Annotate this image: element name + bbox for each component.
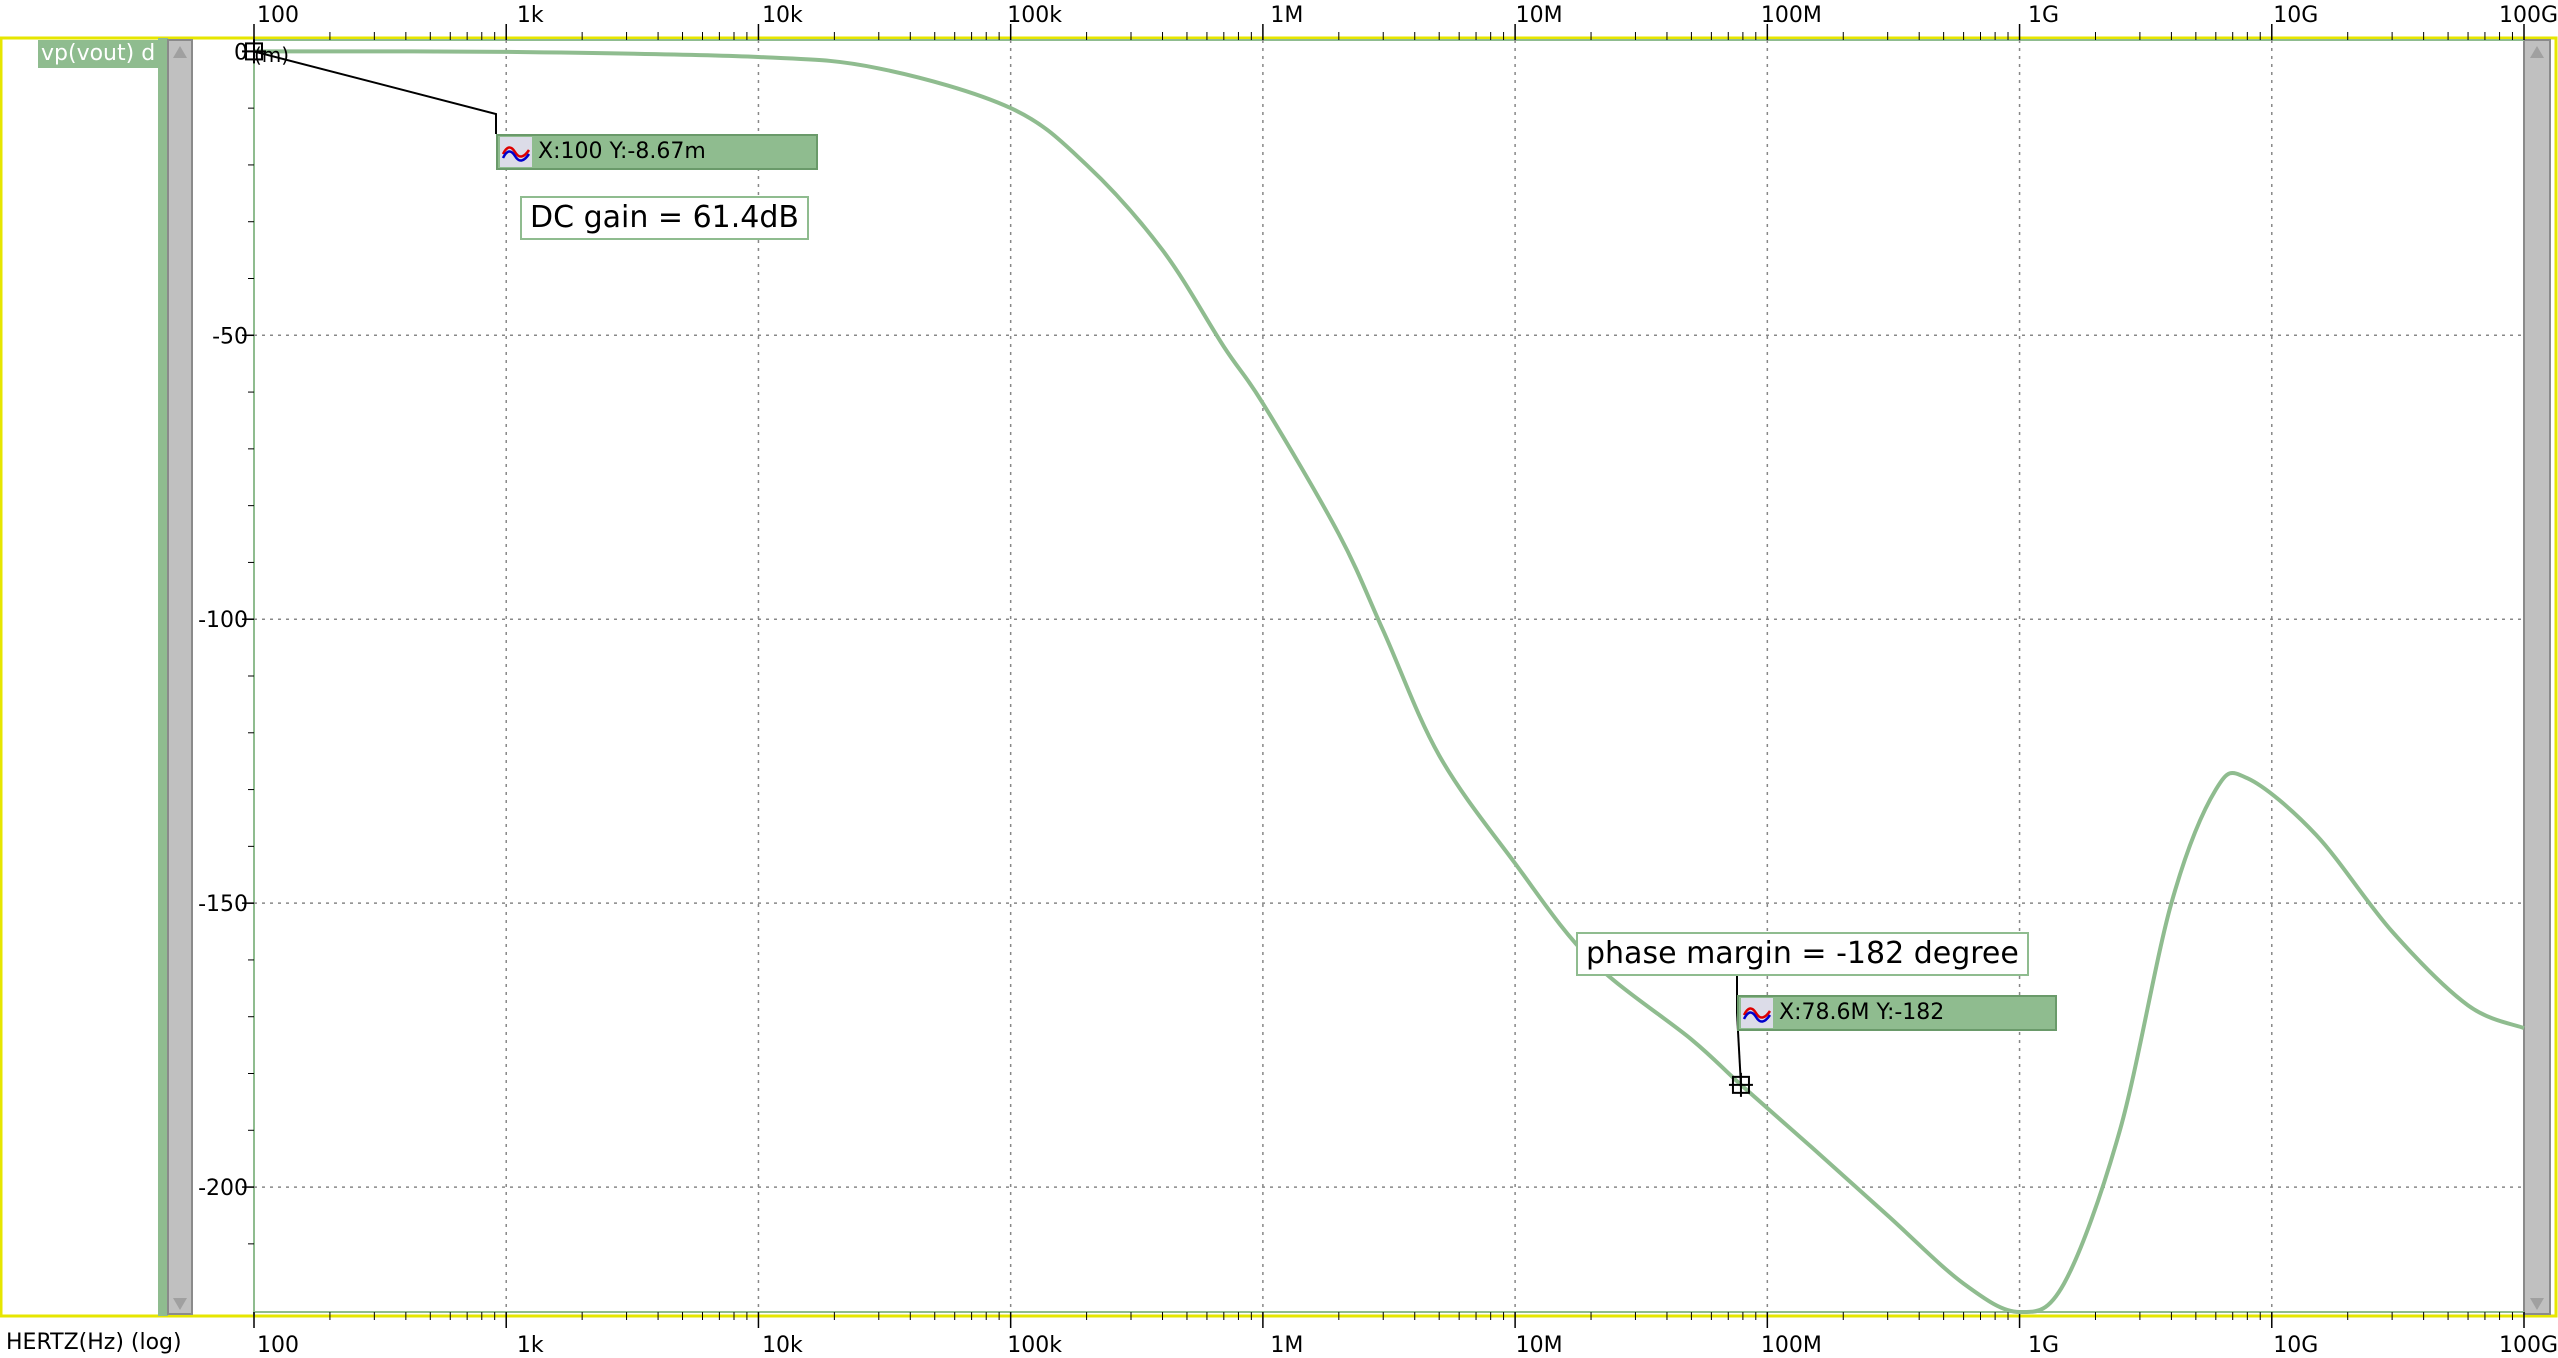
y-tick-label: -100 bbox=[198, 608, 248, 633]
unit-hint: (m) bbox=[254, 43, 289, 67]
x-tick-label-bottom: 100M bbox=[1761, 1333, 1822, 1358]
right-scrollbar[interactable] bbox=[2523, 39, 2551, 1315]
right-scroll-up-arrow[interactable] bbox=[2530, 46, 2544, 58]
x-tick-label-top: 10k bbox=[762, 3, 803, 28]
marker-leader-line bbox=[253, 50, 497, 134]
x-tick-label-bottom: 10M bbox=[1516, 1333, 1563, 1358]
x-tick-label-top: 100M bbox=[1761, 3, 1822, 28]
label-layer: 100 100 1k 1k 10k 10k 100k 100k 1M 1M 10M 10M 100M 10… bbox=[198, 3, 2558, 1358]
marker-readout-2-text: X:78.6M Y:-182 bbox=[1779, 1000, 1945, 1025]
x-tick-label-top: 100 bbox=[257, 3, 299, 28]
x-tick-label-bottom: 100 bbox=[257, 1333, 299, 1358]
x-tick-label-bottom: 1G bbox=[2028, 1333, 2059, 1358]
marker-readout-2[interactable]: X:78.6M Y:-182 bbox=[1737, 995, 2057, 1031]
x-tick-label-bottom: 1M bbox=[1270, 1333, 1303, 1358]
series-line-vp-vout bbox=[253, 49, 2525, 1315]
waveform-icon bbox=[1741, 998, 1773, 1028]
x-tick-label-bottom: 1k bbox=[517, 1333, 544, 1358]
x-tick-label-bottom: 100k bbox=[1007, 1333, 1062, 1358]
series-layer bbox=[253, 49, 2525, 1315]
left-scrollbar[interactable] bbox=[167, 39, 193, 1315]
left-panel-border bbox=[158, 38, 168, 1316]
tick-layer bbox=[242, 24, 2525, 1328]
right-scroll-down-arrow[interactable] bbox=[2530, 1298, 2544, 1310]
marker-readout-1[interactable]: X:100 Y:-8.67m bbox=[496, 134, 818, 170]
outer-frame bbox=[0, 36, 2558, 1318]
waveform-icon bbox=[500, 137, 532, 167]
scroll-up-arrow[interactable] bbox=[173, 46, 187, 58]
x-axis-name: HERTZ(Hz) (log) bbox=[6, 1330, 182, 1355]
dc-gain-annotation[interactable]: DC gain = 61.4dB bbox=[520, 196, 809, 240]
grid-layer bbox=[254, 40, 2524, 1312]
x-tick-label-top: 1M bbox=[1270, 3, 1303, 28]
y-tick-label: -50 bbox=[212, 324, 248, 349]
x-tick-label-top: 100G bbox=[2499, 3, 2558, 28]
x-tick-label-top: 1k bbox=[517, 3, 544, 28]
scroll-down-arrow[interactable] bbox=[173, 1298, 187, 1310]
y-tick-label: -200 bbox=[198, 1176, 248, 1201]
x-tick-label-top: 10M bbox=[1516, 3, 1563, 28]
x-tick-label-top: 10G bbox=[2273, 3, 2318, 28]
x-tick-label-top: 100k bbox=[1007, 3, 1062, 28]
x-tick-label-bottom: 10k bbox=[762, 1333, 803, 1358]
phase-margin-annotation[interactable]: phase margin = -182 degree bbox=[1576, 932, 2029, 976]
signal-label[interactable]: vp(vout) d bbox=[38, 40, 161, 68]
y-tick-label: -150 bbox=[198, 892, 248, 917]
y-tick-label: 0 bbox=[234, 40, 248, 65]
marker-layer bbox=[242, 39, 1753, 1097]
x-tick-label-bottom: 100G bbox=[2499, 1333, 2558, 1358]
marker-readout-1-text: X:100 Y:-8.67m bbox=[538, 139, 706, 164]
x-tick-label-top: 1G bbox=[2028, 3, 2059, 28]
x-tick-label-bottom: 10G bbox=[2273, 1333, 2318, 1358]
